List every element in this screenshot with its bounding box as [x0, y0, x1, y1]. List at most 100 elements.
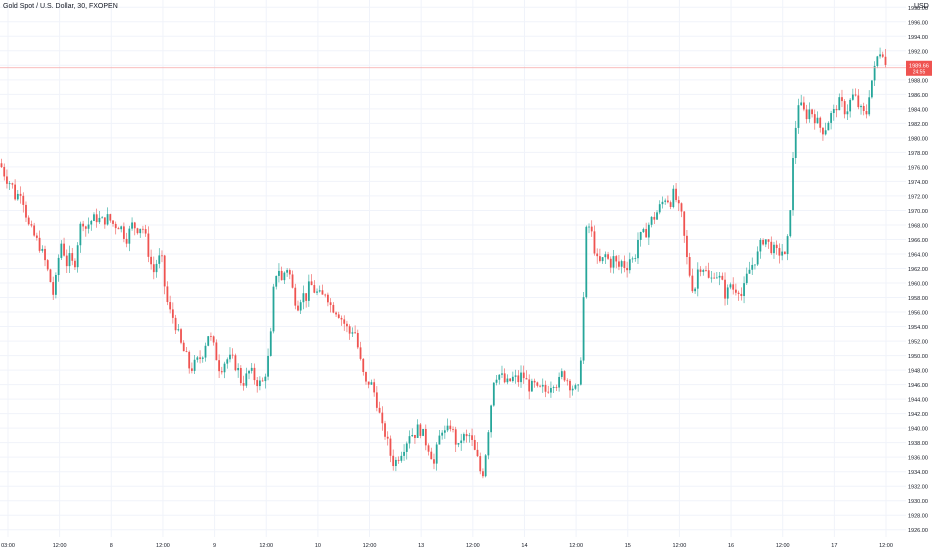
- candle-body: [754, 264, 756, 266]
- chart-title: Gold Spot / U.S. Dollar, 30, FXOPEN: [3, 3, 118, 10]
- candle-body: [14, 184, 16, 200]
- candle-body: [356, 333, 359, 348]
- price-tick-label: 1954.00: [908, 325, 928, 331]
- candle-body: [743, 283, 745, 296]
- candle-body: [729, 284, 732, 288]
- time-tick-label: 17: [831, 543, 837, 549]
- price-tick-label: 1984.00: [908, 107, 928, 113]
- candle-body: [781, 251, 784, 256]
- candle-body: [457, 443, 460, 445]
- time-tick-label: 12:00: [363, 543, 377, 549]
- time-tick-label: 14: [521, 543, 527, 549]
- price-axis[interactable]: USD 1926.00 1928.00 1930.00 1932.00 1934.00 1…: [906, 0, 932, 550]
- candle-body: [182, 342, 185, 352]
- candlestick-chart[interactable]: [0, 0, 906, 537]
- candle-body: [808, 109, 811, 120]
- candle-body: [487, 432, 490, 456]
- candle-body: [112, 220, 114, 224]
- candle-body: [715, 277, 718, 279]
- candle-body: [471, 435, 473, 440]
- candle-body: [539, 385, 541, 387]
- candle-body: [180, 329, 182, 343]
- candle-body: [658, 204, 661, 213]
- candle-body: [484, 455, 487, 477]
- candle-body: [443, 430, 446, 433]
- price-tick-label: 1940.00: [908, 427, 928, 433]
- candle-body: [509, 378, 512, 382]
- candle-body: [0, 163, 3, 168]
- candle-body: [424, 428, 427, 446]
- candle-body: [204, 345, 207, 358]
- candle-body: [511, 376, 514, 382]
- candle-body: [294, 287, 297, 306]
- candle-body: [19, 193, 22, 196]
- candle-body: [161, 255, 163, 257]
- candle-body: [841, 97, 843, 102]
- price-tick-label: 1966.00: [908, 238, 928, 244]
- candle-body: [90, 220, 93, 225]
- candle-body: [367, 381, 370, 385]
- candle-body: [142, 228, 144, 230]
- candle-body: [57, 257, 60, 276]
- candle-body: [620, 261, 623, 267]
- candle-body: [378, 407, 381, 413]
- candle-body: [25, 204, 27, 218]
- candle-body: [269, 331, 272, 356]
- chart-plot-area[interactable]: Gold Spot / U.S. Dollar, 30, FXOPEN: [0, 0, 906, 537]
- candle-body: [596, 253, 599, 257]
- candle-body: [288, 270, 291, 275]
- candle-body: [680, 203, 683, 212]
- candle-body: [239, 368, 242, 384]
- candle-body: [520, 372, 522, 383]
- candle-body: [299, 302, 302, 311]
- candle-body: [560, 371, 563, 377]
- candle-body: [147, 233, 150, 257]
- candle-body: [408, 436, 411, 444]
- candle-body: [789, 210, 792, 237]
- candle-body: [174, 317, 177, 331]
- time-tick-label: 12:00: [776, 543, 790, 549]
- candle-body: [797, 105, 800, 128]
- candle-body: [696, 269, 699, 289]
- candle-body: [764, 239, 767, 245]
- candle-body: [683, 211, 686, 236]
- candle-body: [16, 193, 19, 200]
- candle-body: [373, 382, 376, 393]
- candle-body: [865, 111, 868, 115]
- price-tick-label: 1978.00: [908, 151, 928, 157]
- candle-body: [375, 392, 378, 408]
- candle-body: [313, 285, 316, 293]
- candle-body: [710, 277, 713, 279]
- candle-body: [84, 226, 87, 229]
- candle-body: [199, 357, 201, 359]
- price-tick-label: 1980.00: [908, 136, 928, 142]
- price-tick-label: 1944.00: [908, 398, 928, 404]
- time-tick-label: 12:00: [879, 543, 893, 549]
- candle-body: [291, 274, 294, 288]
- time-axis[interactable]: 03:00 12:00 8 12:00 9 12:00 10 12:00 13 12:00 14 12…: [0, 537, 906, 550]
- candle-body: [647, 224, 650, 238]
- candle-body: [305, 293, 308, 301]
- candle-body: [881, 54, 884, 57]
- candle-body: [65, 255, 68, 267]
- candle-body: [196, 357, 199, 360]
- candle-body: [531, 380, 533, 392]
- candle-body: [8, 183, 11, 185]
- candle-body: [835, 109, 838, 111]
- candle-body: [783, 251, 786, 255]
- candle-body: [307, 281, 310, 301]
- candle-body: [144, 229, 147, 234]
- price-tick-label: 1982.00: [908, 122, 928, 128]
- price-tick-label: 1972.00: [908, 194, 928, 200]
- candle-body: [558, 376, 560, 388]
- candle-body: [46, 260, 49, 270]
- candle-body: [465, 434, 468, 437]
- candle-body: [381, 412, 384, 424]
- candle-body: [259, 380, 261, 387]
- price-tick-label: 1958.00: [908, 296, 928, 302]
- candle-body: [95, 214, 98, 223]
- candle-body: [862, 105, 865, 112]
- time-tick-label: 13: [418, 543, 424, 549]
- candle-body: [713, 277, 716, 279]
- currency-label[interactable]: USD: [914, 3, 929, 10]
